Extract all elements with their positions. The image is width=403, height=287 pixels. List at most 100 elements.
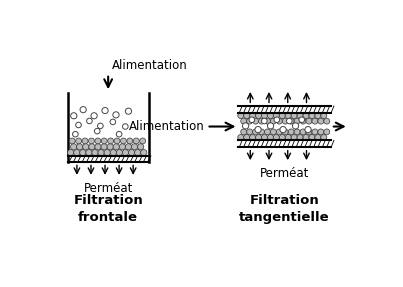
- Circle shape: [68, 150, 74, 156]
- Circle shape: [76, 122, 81, 128]
- Circle shape: [95, 138, 101, 144]
- Circle shape: [101, 144, 107, 150]
- Circle shape: [264, 129, 270, 135]
- Circle shape: [262, 113, 268, 119]
- Circle shape: [125, 144, 132, 150]
- Circle shape: [247, 118, 253, 124]
- Circle shape: [131, 144, 138, 150]
- Circle shape: [83, 144, 89, 150]
- Circle shape: [110, 150, 116, 156]
- Circle shape: [324, 118, 330, 124]
- Circle shape: [241, 118, 247, 124]
- Circle shape: [119, 144, 125, 150]
- Circle shape: [282, 118, 288, 124]
- Circle shape: [113, 144, 119, 150]
- Circle shape: [262, 118, 267, 124]
- Circle shape: [262, 135, 268, 140]
- Circle shape: [288, 118, 294, 124]
- Text: Perméat: Perméat: [83, 182, 133, 195]
- Circle shape: [299, 117, 305, 123]
- Circle shape: [305, 127, 311, 133]
- Circle shape: [77, 144, 83, 150]
- Circle shape: [91, 113, 97, 119]
- Circle shape: [312, 129, 318, 135]
- Circle shape: [291, 135, 297, 140]
- Circle shape: [285, 135, 291, 140]
- Circle shape: [253, 118, 259, 124]
- Circle shape: [268, 135, 273, 140]
- Text: Alimentation: Alimentation: [112, 59, 188, 72]
- Circle shape: [303, 135, 309, 140]
- Circle shape: [273, 135, 279, 140]
- Circle shape: [309, 113, 315, 119]
- Circle shape: [282, 129, 288, 135]
- Circle shape: [300, 118, 306, 124]
- Circle shape: [98, 150, 104, 156]
- Circle shape: [297, 113, 303, 119]
- Circle shape: [318, 129, 324, 135]
- Circle shape: [125, 108, 132, 114]
- Text: Perméat: Perméat: [260, 167, 310, 180]
- Circle shape: [294, 129, 300, 135]
- Circle shape: [273, 113, 279, 119]
- Circle shape: [76, 138, 82, 144]
- Circle shape: [276, 129, 282, 135]
- Circle shape: [264, 118, 270, 124]
- Circle shape: [309, 135, 315, 140]
- Circle shape: [293, 123, 299, 129]
- Circle shape: [270, 118, 276, 124]
- Circle shape: [140, 138, 145, 144]
- Circle shape: [321, 135, 327, 140]
- Circle shape: [279, 135, 285, 140]
- Circle shape: [133, 138, 139, 144]
- Text: Filtration
tangentielle: Filtration tangentielle: [239, 194, 330, 224]
- Circle shape: [123, 124, 128, 129]
- Circle shape: [244, 135, 249, 140]
- Circle shape: [141, 150, 147, 156]
- Circle shape: [259, 118, 264, 124]
- Circle shape: [80, 106, 86, 113]
- Circle shape: [73, 131, 78, 137]
- Circle shape: [107, 144, 113, 150]
- Circle shape: [280, 127, 286, 133]
- Circle shape: [306, 129, 312, 135]
- Circle shape: [306, 118, 312, 124]
- Circle shape: [89, 138, 94, 144]
- Circle shape: [127, 138, 133, 144]
- Circle shape: [101, 138, 107, 144]
- Circle shape: [238, 113, 244, 119]
- Circle shape: [315, 135, 321, 140]
- Circle shape: [270, 129, 276, 135]
- Circle shape: [98, 123, 103, 129]
- Circle shape: [274, 117, 280, 123]
- Circle shape: [114, 138, 120, 144]
- Circle shape: [123, 150, 129, 156]
- Circle shape: [253, 129, 259, 135]
- Circle shape: [294, 118, 300, 124]
- Circle shape: [102, 108, 108, 114]
- Circle shape: [287, 118, 292, 124]
- Circle shape: [303, 113, 309, 119]
- Circle shape: [95, 144, 101, 150]
- Circle shape: [256, 113, 262, 119]
- Circle shape: [135, 150, 141, 156]
- Circle shape: [259, 129, 264, 135]
- Circle shape: [249, 113, 256, 119]
- Circle shape: [249, 117, 255, 123]
- Circle shape: [243, 123, 249, 129]
- Text: Alimentation: Alimentation: [129, 120, 205, 133]
- Circle shape: [238, 135, 244, 140]
- Circle shape: [241, 129, 247, 135]
- Circle shape: [116, 131, 122, 137]
- Circle shape: [104, 150, 110, 156]
- Circle shape: [256, 135, 262, 140]
- Circle shape: [315, 113, 321, 119]
- Circle shape: [244, 113, 249, 119]
- Circle shape: [297, 135, 303, 140]
- Circle shape: [116, 150, 123, 156]
- Circle shape: [268, 123, 274, 129]
- Circle shape: [87, 118, 92, 124]
- Circle shape: [318, 118, 324, 124]
- Circle shape: [255, 127, 261, 133]
- Circle shape: [69, 138, 75, 144]
